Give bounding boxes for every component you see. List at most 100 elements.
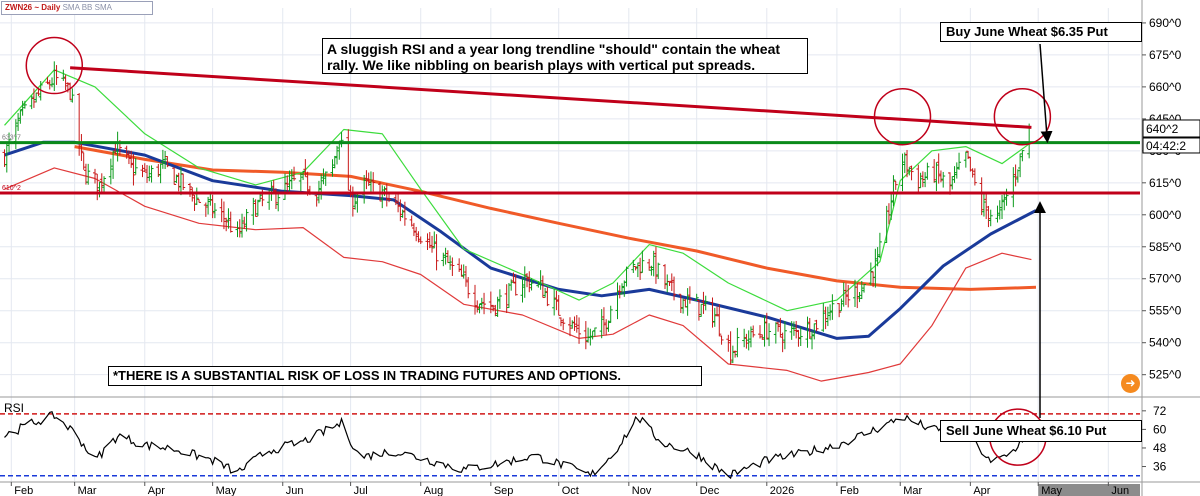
future-date-shade xyxy=(1038,484,1140,496)
price-bar xyxy=(181,173,186,190)
price-bar xyxy=(473,284,477,315)
price-bar xyxy=(335,145,340,165)
price-bar xyxy=(178,166,183,196)
price-bar xyxy=(102,176,107,194)
price-bar xyxy=(868,262,873,286)
price-bar xyxy=(742,328,747,348)
price-bar xyxy=(314,194,319,207)
price-bar xyxy=(371,172,376,192)
price-bar xyxy=(16,112,21,131)
price-bar xyxy=(289,169,294,190)
x-tick-label: Oct xyxy=(562,485,579,496)
price-bar xyxy=(140,164,145,178)
price-bar xyxy=(717,304,722,337)
price-bar xyxy=(794,320,799,339)
price-bar xyxy=(746,330,751,351)
scroll-to-latest-button[interactable]: ➜ xyxy=(1121,374,1140,393)
price-bar xyxy=(979,177,984,216)
price-bar xyxy=(685,288,690,316)
price-bar xyxy=(796,329,801,347)
rsi-panel: RSI xyxy=(0,396,1200,480)
price-bar xyxy=(418,236,423,244)
price-bar xyxy=(773,322,778,344)
price-bar xyxy=(240,213,245,238)
price-bar xyxy=(522,266,527,298)
price-bar xyxy=(577,317,582,344)
price-bar xyxy=(1002,193,1007,211)
price-bar xyxy=(730,345,735,363)
price-bar xyxy=(285,175,290,192)
rsi-title: RSI xyxy=(4,401,24,415)
price-bar xyxy=(776,321,781,332)
x-tick-label: Apr xyxy=(148,485,165,496)
price-bar xyxy=(283,173,287,200)
price-bar xyxy=(228,211,233,233)
price-bar xyxy=(346,129,351,191)
arrow-right-icon: ➜ xyxy=(1125,376,1136,390)
price-bar xyxy=(925,162,930,180)
price-bar xyxy=(635,262,640,278)
price-bar xyxy=(497,289,502,309)
indicator-line-sma_long xyxy=(74,145,1037,291)
price-bar xyxy=(466,277,471,299)
price-bar xyxy=(823,306,828,330)
price-bar xyxy=(197,198,202,203)
price-bar xyxy=(649,265,654,276)
price-bar xyxy=(728,331,733,365)
price-bar xyxy=(330,159,335,177)
x-tick-label: Mar xyxy=(78,485,97,496)
resistance-line-label: 633^7 xyxy=(2,135,21,142)
price-bar xyxy=(762,315,767,347)
price-bar xyxy=(703,295,708,311)
price-bar xyxy=(558,317,563,327)
price-bar xyxy=(748,326,753,348)
price-bar xyxy=(733,350,738,358)
price-bar xyxy=(493,304,498,317)
price-bar xyxy=(970,168,975,178)
price-bar xyxy=(604,319,609,336)
countdown-label: 04:42:2 xyxy=(1146,139,1186,153)
indicator-list: SMA BB SMA xyxy=(62,3,112,12)
price-bar xyxy=(889,193,894,221)
price-bar xyxy=(997,200,1002,220)
price-bar xyxy=(425,233,430,251)
price-bar xyxy=(631,259,636,273)
indicator-line-bb_upper xyxy=(4,69,1032,312)
symbol-legend[interactable]: ZWN26 ~ Daily SMA BB SMA xyxy=(1,1,153,15)
price-bar xyxy=(828,304,833,321)
price-bar xyxy=(726,334,731,352)
rsi-y-tick-label: 60 xyxy=(1153,422,1167,436)
x-tick-label: Jun xyxy=(286,485,304,496)
price-bar xyxy=(520,276,525,303)
price-bar xyxy=(441,252,446,267)
price-bar xyxy=(210,194,215,219)
price-bar xyxy=(477,303,482,314)
sell-put-text: Sell June Wheat $6.10 Put xyxy=(946,423,1107,438)
price-bar xyxy=(893,180,898,190)
price-bar xyxy=(400,209,405,218)
price-bar xyxy=(448,255,453,270)
price-bar xyxy=(873,248,878,288)
price-bar xyxy=(891,175,896,207)
price-bar xyxy=(188,182,192,197)
price-bar xyxy=(583,321,588,350)
price-bar xyxy=(165,156,170,168)
price-bar xyxy=(355,192,360,213)
last-price-tag xyxy=(1142,119,1200,138)
price-bar xyxy=(667,280,672,287)
price-bar xyxy=(574,315,579,333)
price-bar xyxy=(837,303,842,318)
price-bar xyxy=(1000,194,1005,220)
price-bar xyxy=(963,151,968,168)
y-tick-label: 675^0 xyxy=(1149,48,1182,62)
price-bar xyxy=(63,74,68,90)
price-bar xyxy=(715,306,720,317)
price-bar xyxy=(624,266,629,287)
rsi-y-tick-label: 48 xyxy=(1153,441,1167,455)
price-bar xyxy=(830,294,835,320)
x-tick-label: Apr xyxy=(973,485,990,496)
price-bar xyxy=(384,183,389,207)
price-bar xyxy=(475,300,480,313)
price-bar xyxy=(857,291,862,303)
